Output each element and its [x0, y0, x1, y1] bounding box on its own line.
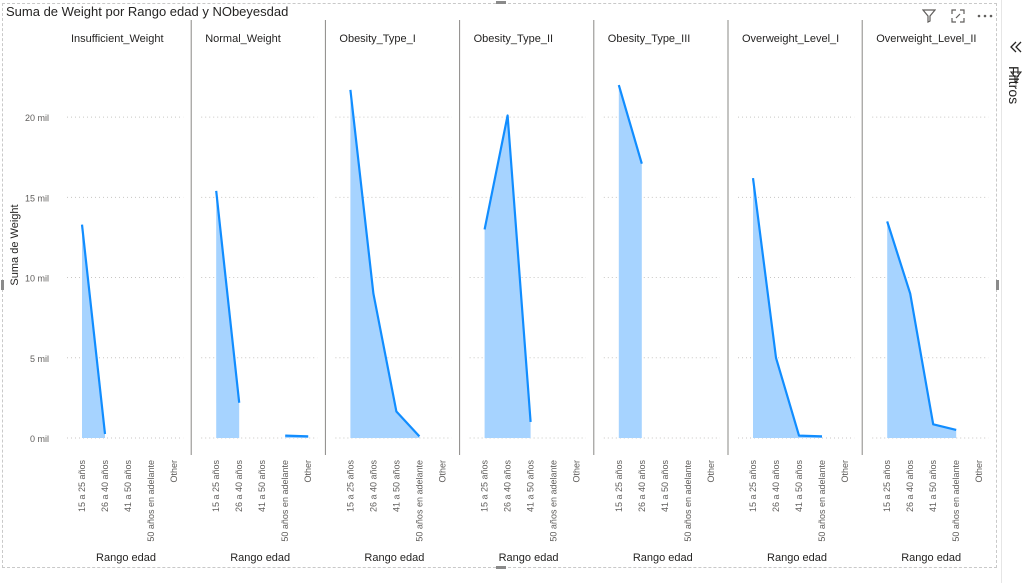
filters-label[interactable]: Filtros: [1006, 66, 1022, 105]
x-tick-label: 50 años en adelante: [951, 460, 961, 542]
x-axis-label: Rango edad: [633, 552, 693, 564]
panel-header: Obesity_Type_I: [339, 33, 415, 45]
series-line: [80, 224, 107, 435]
x-tick-label: Other: [706, 460, 716, 483]
x-tick-label: 15 a 25 años: [480, 460, 490, 513]
x-tick-label: 50 años en adelante: [683, 460, 693, 542]
panel-header: Normal_Weight: [205, 33, 281, 45]
chart-title: Suma de Weight por Rango edad y NObeyesd…: [6, 4, 289, 19]
x-tick-label: 41 a 50 años: [391, 460, 401, 513]
x-tick-label: 41 a 50 años: [928, 460, 938, 513]
filters-filter-icon: [1009, 70, 1023, 83]
x-axis-label: Rango edad: [364, 552, 424, 564]
double-chevron-left-icon[interactable]: [1008, 40, 1024, 56]
x-tick-label: 50 años en adelante: [146, 460, 156, 542]
x-tick-label: 50 años en adelante: [280, 460, 290, 542]
resize-handle-right[interactable]: [996, 280, 999, 290]
x-tick-label: 15 a 25 años: [614, 460, 624, 513]
filters-pane[interactable]: [1001, 0, 1031, 583]
filter-icon[interactable]: [921, 8, 937, 24]
series-line: [886, 221, 957, 432]
x-axis-label: Rango edad: [767, 552, 827, 564]
x-tick-label: 15 a 25 años: [748, 460, 758, 513]
resize-handle-left[interactable]: [1, 280, 4, 290]
area-fill: [484, 115, 531, 439]
x-tick-label: 26 a 40 años: [637, 460, 647, 513]
y-tick-label: 20 mil: [25, 113, 49, 123]
chart-plot: Suma de Weight 0 mil 5 mil 10 mil 15 mil 20 m…: [9, 20, 989, 564]
x-tick-label: 15 a 25 años: [77, 460, 87, 513]
x-tick-label: 26 a 40 años: [905, 460, 915, 513]
chart-visual[interactable]: Suma de Weight por Rango edad y NObeyesd…: [0, 0, 1001, 575]
x-axis-label: Rango edad: [901, 552, 961, 564]
focus-mode-icon[interactable]: [950, 8, 966, 24]
x-tick-label: 15 a 25 años: [345, 460, 355, 513]
series-line: [349, 89, 421, 438]
area-fill: [350, 89, 420, 438]
resize-handle-top[interactable]: [496, 1, 506, 4]
y-tick-label: 10 mil: [25, 274, 49, 284]
x-tick-label: 41 a 50 años: [794, 460, 804, 513]
x-tick-label: 26 a 40 años: [100, 460, 110, 513]
panel-header: Overweight_Level_II: [876, 33, 976, 45]
resize-handle-bottom[interactable]: [496, 566, 506, 569]
x-tick-label: 26 a 40 años: [503, 460, 513, 513]
series-line: [285, 434, 309, 438]
y-tick-label: 0 mil: [30, 434, 49, 444]
x-tick-label: 41 a 50 años: [123, 460, 133, 513]
more-options-icon[interactable]: [977, 8, 993, 24]
x-tick-label: Other: [169, 460, 179, 483]
series-line: [751, 177, 823, 438]
panel-header: Overweight_Level_I: [742, 33, 839, 45]
x-tick-label: 41 a 50 años: [257, 460, 267, 513]
panel-header: Insufficient_Weight: [71, 33, 164, 45]
series-line: [617, 84, 643, 164]
y-tick-label: 15 mil: [25, 193, 49, 203]
area-fill: [618, 85, 642, 439]
area-fill: [887, 221, 957, 438]
x-tick-label: 15 a 25 años: [211, 460, 221, 513]
panel-header: Obesity_Type_II: [474, 33, 553, 45]
x-tick-label: Other: [572, 460, 582, 483]
x-tick-label: Other: [303, 460, 313, 483]
x-tick-label: 41 a 50 años: [526, 460, 536, 513]
x-tick-label: 26 a 40 años: [771, 460, 781, 513]
x-tick-label: Other: [840, 460, 850, 483]
x-axis-label: Rango edad: [230, 552, 290, 564]
series-line: [483, 114, 532, 423]
x-tick-label: 50 años en adelante: [549, 460, 559, 542]
y-axis-label: Suma de Weight: [9, 204, 21, 285]
area-fill: [753, 178, 822, 438]
x-tick-label: Other: [437, 460, 447, 483]
x-tick-label: 26 a 40 años: [368, 460, 378, 513]
x-tick-label: 50 años en adelante: [817, 460, 827, 542]
x-tick-label: 41 a 50 años: [660, 460, 670, 513]
y-tick-label: 5 mil: [30, 354, 49, 364]
x-axis-label: Rango edad: [96, 552, 156, 564]
x-tick-label: 15 a 25 años: [882, 460, 892, 513]
series-line: [215, 190, 241, 403]
x-axis-label: Rango edad: [499, 552, 559, 564]
x-tick-label: 50 años en adelante: [414, 460, 424, 542]
panel-header: Obesity_Type_III: [608, 33, 691, 45]
x-tick-label: Other: [974, 460, 984, 483]
x-tick-label: 26 a 40 años: [234, 460, 244, 513]
